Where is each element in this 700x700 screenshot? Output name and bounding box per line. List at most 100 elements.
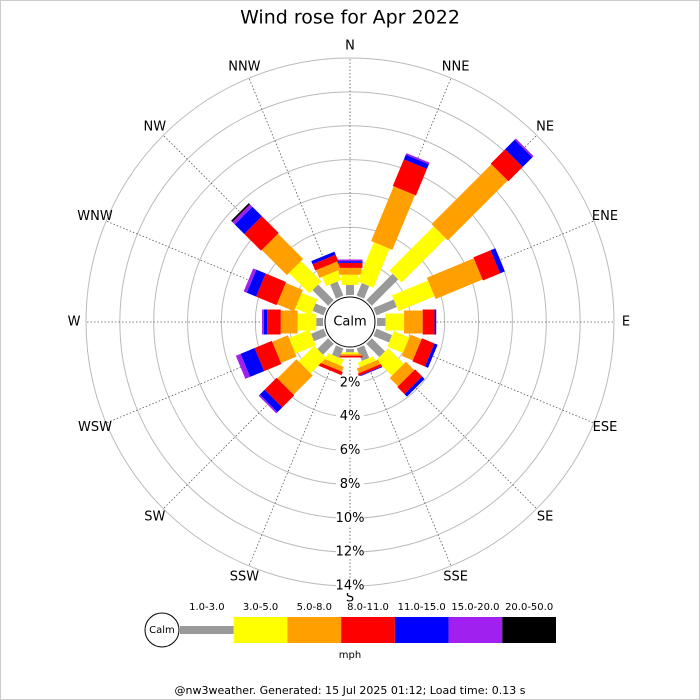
bar-segment <box>311 328 327 342</box>
bar-segment <box>322 270 342 287</box>
bar-segment <box>346 349 354 353</box>
bar-segment <box>316 261 341 278</box>
legend-swatch <box>394 617 449 643</box>
ring-label: 4% <box>340 409 361 424</box>
bar-segment <box>234 206 262 234</box>
bar-segment <box>346 284 354 295</box>
ring-label-bg <box>336 443 364 458</box>
bar-segment <box>490 149 523 182</box>
bar-segment <box>312 254 339 271</box>
bar-segment <box>232 204 253 225</box>
bar-segment <box>311 251 336 265</box>
bar-segment <box>377 318 386 326</box>
legend-label: 5.0-8.0 <box>297 602 332 613</box>
bar-segment <box>261 233 304 276</box>
legend-label: 11.0-15.0 <box>398 602 446 613</box>
direction-label: SSW <box>230 569 260 584</box>
spoke <box>248 346 341 567</box>
bar-segment <box>332 345 344 358</box>
bar-segment <box>366 338 386 358</box>
bar-segment <box>426 258 483 299</box>
direction-label: WSW <box>78 420 112 435</box>
bar-segment <box>337 262 363 268</box>
ring-label-bg <box>336 511 364 526</box>
bar-segment <box>235 353 251 379</box>
legend-swatch <box>233 617 288 643</box>
bar-segment <box>288 329 316 354</box>
legend-swatch <box>180 626 234 634</box>
bar-segment <box>505 139 533 167</box>
bar-segment <box>434 309 437 335</box>
bar-segment <box>318 362 343 376</box>
bar-segment <box>389 226 446 283</box>
bar-segment <box>397 369 423 395</box>
bar-segment <box>320 358 344 372</box>
calm-circle <box>324 296 376 348</box>
ring-label-bg <box>336 579 364 593</box>
bar-segment <box>373 328 393 343</box>
ring-label-bg <box>336 409 364 424</box>
bar-segment <box>371 186 416 250</box>
footer: @nw3weather. Generated: 15 Jul 2025 01:1… <box>175 684 526 697</box>
bar-segment <box>403 154 429 169</box>
bar-segment <box>330 281 344 299</box>
bar-segment <box>376 348 404 376</box>
bar-segment <box>366 273 399 306</box>
bar-segment <box>316 318 323 326</box>
bar-segment <box>295 292 318 315</box>
ring-label: 6% <box>340 443 361 458</box>
legend-label: 8.0-11.0 <box>347 602 389 613</box>
bar-segment <box>276 282 303 312</box>
bar-segment <box>272 335 297 364</box>
legend-label: 20.0-50.0 <box>505 602 553 613</box>
bar-segment <box>288 260 322 294</box>
ring-label: 12% <box>336 545 365 560</box>
bar-segment <box>243 268 257 293</box>
bar-segment <box>389 361 415 387</box>
direction-label: W <box>68 315 81 330</box>
bar-segment <box>412 338 435 367</box>
ring-label-bg <box>336 477 364 492</box>
bar-segment <box>267 309 281 335</box>
bar-segment <box>254 340 282 372</box>
legend-label: 15.0-20.0 <box>451 602 499 613</box>
bar-segment <box>240 347 265 377</box>
direction-label: ENE <box>592 209 618 224</box>
bar-segment <box>264 377 295 408</box>
bar-segment <box>392 159 427 196</box>
bar-segment <box>392 280 435 312</box>
ring-label: 8% <box>340 477 361 492</box>
legend-swatch <box>502 617 556 643</box>
bar-segment <box>373 299 397 316</box>
direction-label: WNW <box>77 209 113 224</box>
ring-label-bg <box>336 545 364 560</box>
ring-label-bg <box>336 375 364 390</box>
bar-segment <box>385 313 405 331</box>
direction-label: S <box>346 591 354 606</box>
legend-calm-circle <box>144 612 180 648</box>
bar-segment <box>422 309 435 335</box>
bar-segment <box>280 310 298 334</box>
direction-label: NNW <box>228 60 260 75</box>
legend-calm-label: Calm <box>149 625 175 636</box>
bar-segment <box>490 248 505 274</box>
bar-segment <box>246 269 266 297</box>
bar-segment <box>338 354 362 356</box>
legend: Calm 1.0-3.0 3.0-5.0 5.0-8.0 8.0-11.0 11.0-15… <box>144 602 556 661</box>
bar-segment <box>337 259 363 262</box>
bar-segment <box>424 343 438 368</box>
bar-segment <box>404 376 425 397</box>
bar-segment <box>259 389 283 413</box>
legend-label: 3.0-5.0 <box>243 602 278 613</box>
bar-segment <box>514 138 534 158</box>
direction-label: NW <box>144 119 167 134</box>
legend-label: 1.0-3.0 <box>189 602 224 613</box>
bar-segment <box>263 309 268 335</box>
direction-label: N <box>345 39 355 54</box>
bar-segment <box>337 261 363 263</box>
bar-segment <box>297 313 317 331</box>
bar-segment <box>277 359 313 395</box>
direction-label: E <box>622 315 630 330</box>
bar-segment <box>404 310 423 334</box>
bar-segment <box>356 283 370 299</box>
